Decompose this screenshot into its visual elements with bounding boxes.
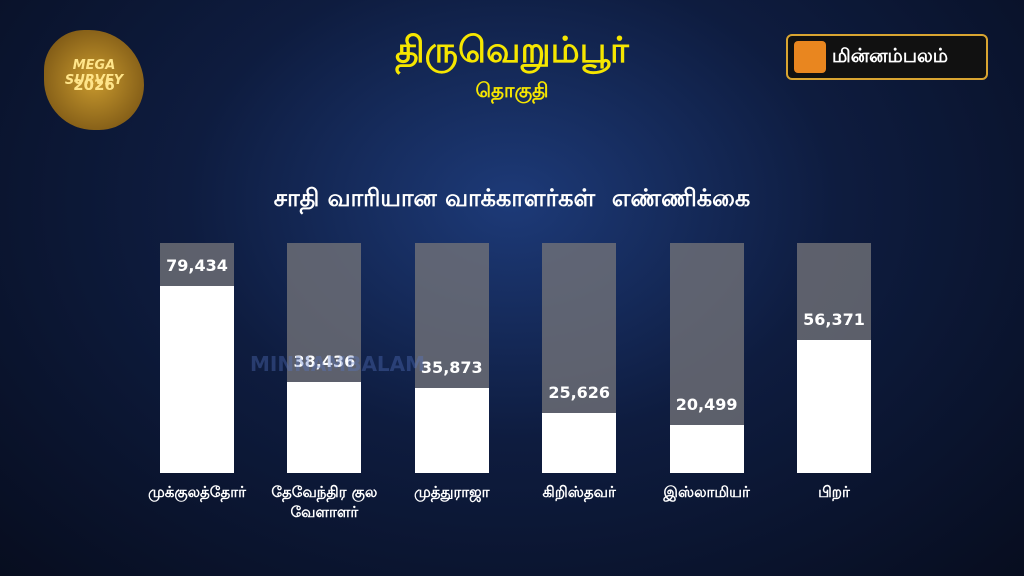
- badge-year: 2026: [73, 76, 115, 94]
- value-label: 79,434: [166, 255, 228, 275]
- badge-text: MEGA SURVEY: [64, 58, 124, 88]
- category-label: இஸ்லாமியர்: [663, 483, 750, 501]
- bar: [287, 382, 362, 473]
- value-label: 35,873: [420, 358, 483, 378]
- logo-text: மின்னம்பலம்: [832, 45, 949, 67]
- watermark: MINNAMBALAM: [250, 352, 426, 376]
- chart-title: திருவெறும்பூர்: [395, 30, 629, 71]
- value-label: 56,371: [803, 309, 865, 329]
- chart-heading: சாதி வாரியான வாக்காளர்கள் எண்ணிக்கை: [273, 184, 751, 212]
- chart-subtitle: தொகுதி: [475, 78, 549, 102]
- category-label: பிறர்: [818, 483, 850, 501]
- category-label: கிறிஸ்தவர்: [542, 483, 616, 501]
- value-label: 38,436: [293, 352, 356, 372]
- value-label: 20,499: [675, 394, 738, 414]
- logo-icon: [794, 41, 826, 73]
- category-label: முத்துராஜா: [414, 483, 490, 501]
- bar: [160, 285, 234, 473]
- bar: [542, 412, 617, 473]
- survey-badge: MEGA SURVEY 2026: [44, 30, 144, 130]
- category-label: தேவேந்திர குல வேளாளர்: [271, 483, 378, 521]
- category-label: முக்குலத்தோர்: [148, 483, 246, 501]
- bar: [797, 339, 871, 473]
- value-label: 25,626: [548, 382, 611, 402]
- logo: மின்னம்பலம்: [786, 34, 988, 80]
- bar: [414, 388, 489, 473]
- bar: [669, 424, 744, 473]
